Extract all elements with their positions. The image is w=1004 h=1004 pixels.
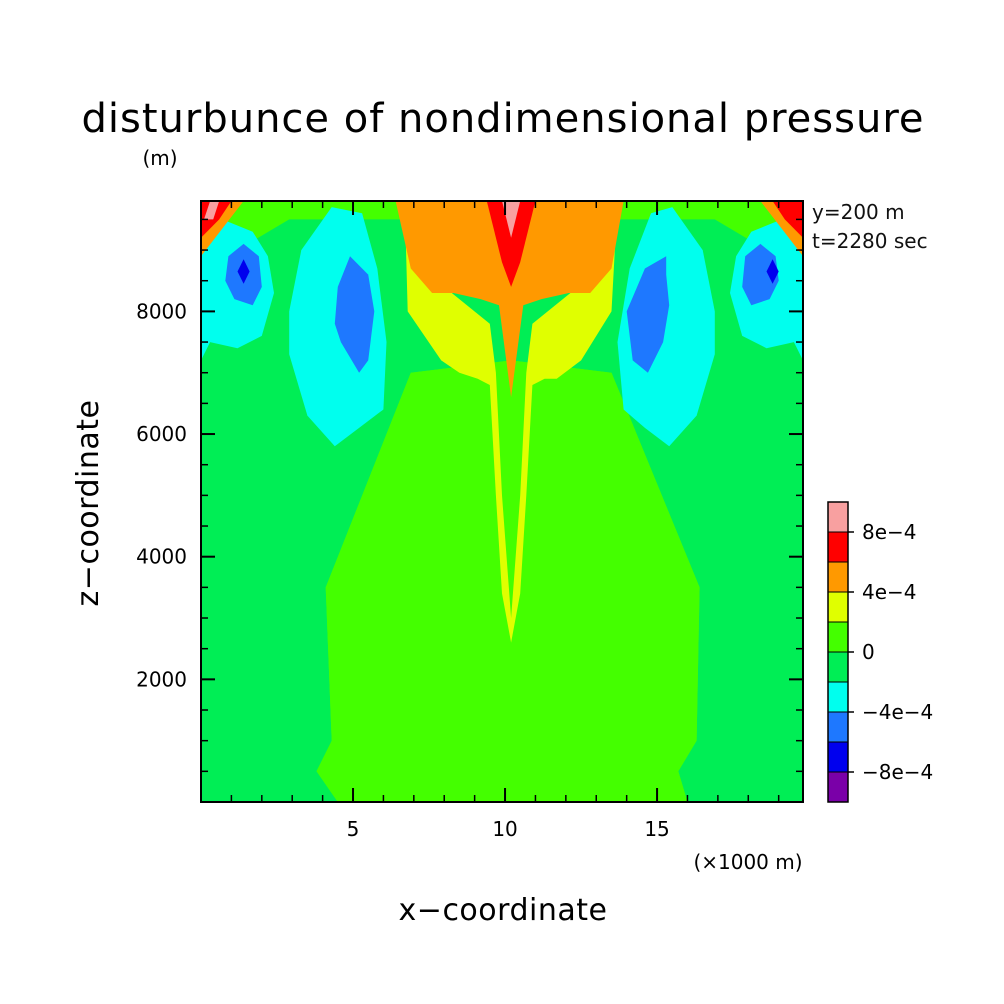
y-tick-label-0: 2000 bbox=[136, 667, 187, 691]
contour-region-3 bbox=[404, 201, 618, 643]
contour-region-16 bbox=[766, 259, 779, 284]
plot-frame bbox=[200, 200, 804, 803]
contour-region-4 bbox=[395, 201, 624, 398]
annotation-t: t=2280 sec bbox=[812, 229, 928, 253]
colorbar-swatch-3 bbox=[827, 681, 849, 713]
contour-region-21 bbox=[772, 201, 803, 238]
contour-region-19 bbox=[204, 201, 220, 220]
colorbar-swatch-8 bbox=[827, 531, 849, 563]
y-axis-label: z−coordinate bbox=[71, 400, 106, 607]
plot-area: 5 10 15 2000 4000 6000 8000 bbox=[136, 200, 804, 841]
y-tick-label-2: 6000 bbox=[136, 422, 187, 446]
x-tick-label-1: 10 bbox=[492, 817, 517, 841]
colorbar-swatch-0 bbox=[827, 771, 849, 803]
colorbar-swatch-1 bbox=[827, 741, 849, 773]
chart-title: disturbunce of nondimensional pressure bbox=[82, 96, 925, 142]
colorbar-label-2: 0 bbox=[862, 640, 875, 664]
colorbar-label-1: −4e−4 bbox=[862, 700, 933, 724]
x-tick-label-2: 15 bbox=[644, 817, 669, 841]
x-unit-note: (×1000 m) bbox=[693, 850, 802, 874]
y-tick-label-1: 4000 bbox=[136, 545, 187, 569]
colorbar-swatch-2 bbox=[827, 711, 849, 743]
contour-region-9 bbox=[617, 207, 715, 447]
y-tick-label-3: 8000 bbox=[136, 299, 187, 323]
colorbar-swatch-7 bbox=[827, 561, 849, 593]
colorbar-label-4: 8e−4 bbox=[862, 520, 917, 544]
annotation-y: y=200 m bbox=[812, 200, 905, 224]
contour-region-5 bbox=[486, 201, 536, 287]
units-label: (m) bbox=[142, 146, 177, 170]
contour-region-15 bbox=[237, 259, 250, 284]
contour-region-6 bbox=[502, 201, 521, 238]
x-axis-label: x−coordinate bbox=[399, 893, 608, 928]
colorbar-swatch-4 bbox=[827, 651, 849, 683]
colorbar-swatch-9 bbox=[827, 501, 849, 533]
x-tick-label-0: 5 bbox=[347, 817, 360, 841]
contour-region-12 bbox=[334, 256, 375, 373]
contour-region-13 bbox=[626, 256, 670, 373]
colorbar-label-0: −8e−4 bbox=[862, 760, 933, 784]
contour-region-14 bbox=[742, 243, 779, 306]
colorbar: −8e−4 −4e−4 0 4e−4 8e−4 bbox=[827, 501, 933, 803]
colorbar-label-3: 4e−4 bbox=[862, 580, 917, 604]
colorbar-swatch-6 bbox=[827, 591, 849, 623]
colorbar-swatch-5 bbox=[827, 621, 849, 653]
